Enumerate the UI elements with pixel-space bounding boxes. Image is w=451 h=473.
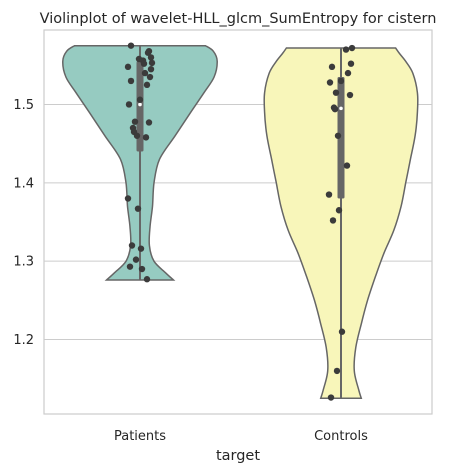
data-point xyxy=(138,265,146,273)
data-point xyxy=(343,162,351,169)
data-point xyxy=(342,46,350,53)
data-point xyxy=(143,81,151,89)
data-point xyxy=(348,44,356,52)
data-point xyxy=(325,191,333,198)
data-point xyxy=(148,59,156,67)
data-point xyxy=(143,276,151,283)
data-point xyxy=(133,132,141,139)
y-tick-label: 1.3 xyxy=(13,255,34,270)
data-point xyxy=(141,69,149,77)
data-point xyxy=(142,134,150,141)
x-axis-label: target xyxy=(216,448,260,464)
data-point xyxy=(331,105,339,113)
data-point xyxy=(124,63,132,71)
data-point xyxy=(329,217,337,224)
data-point xyxy=(328,63,336,71)
data-point xyxy=(126,263,134,270)
x-tick-label: Controls xyxy=(314,429,368,444)
data-point xyxy=(132,256,140,263)
data-point xyxy=(134,205,142,212)
data-point xyxy=(332,89,340,96)
box-patients xyxy=(136,61,144,152)
median-controls xyxy=(339,106,343,111)
data-point xyxy=(128,242,136,249)
data-point xyxy=(147,54,155,61)
data-point xyxy=(125,101,133,108)
data-point xyxy=(127,42,135,49)
data-point xyxy=(334,132,342,139)
y-tick-label: 1.5 xyxy=(13,98,34,113)
data-point xyxy=(144,49,152,56)
box-plots xyxy=(136,45,345,399)
y-tick-label: 1.4 xyxy=(13,176,34,191)
data-point xyxy=(145,119,153,126)
data-point xyxy=(137,245,145,252)
data-point xyxy=(147,65,155,73)
box-controls xyxy=(337,77,345,199)
strip-points xyxy=(124,42,356,401)
violins xyxy=(62,44,419,400)
data-point xyxy=(146,73,154,81)
median-patients xyxy=(138,102,142,107)
data-point xyxy=(335,207,343,214)
data-point xyxy=(326,79,334,86)
y-axis-ticks: 1.2 1.3 1.4 1.5 xyxy=(13,98,34,348)
chart-title: Violinplot of wavelet-HLL_glcm_SumEntrop… xyxy=(40,11,437,27)
data-point xyxy=(140,60,148,67)
data-point xyxy=(131,118,139,125)
x-axis-ticks: Patients Controls xyxy=(114,429,368,444)
plot-frame xyxy=(43,29,433,415)
data-point xyxy=(338,328,346,335)
data-point xyxy=(327,394,335,401)
data-point xyxy=(136,96,144,103)
data-point xyxy=(344,69,352,77)
data-point xyxy=(337,77,345,85)
data-point xyxy=(124,195,132,202)
y-tick-label: 1.2 xyxy=(13,333,34,348)
data-point xyxy=(333,367,341,375)
data-point xyxy=(346,91,354,99)
x-tick-label: Patients xyxy=(114,429,166,444)
data-point xyxy=(127,77,135,85)
data-point xyxy=(347,60,355,67)
